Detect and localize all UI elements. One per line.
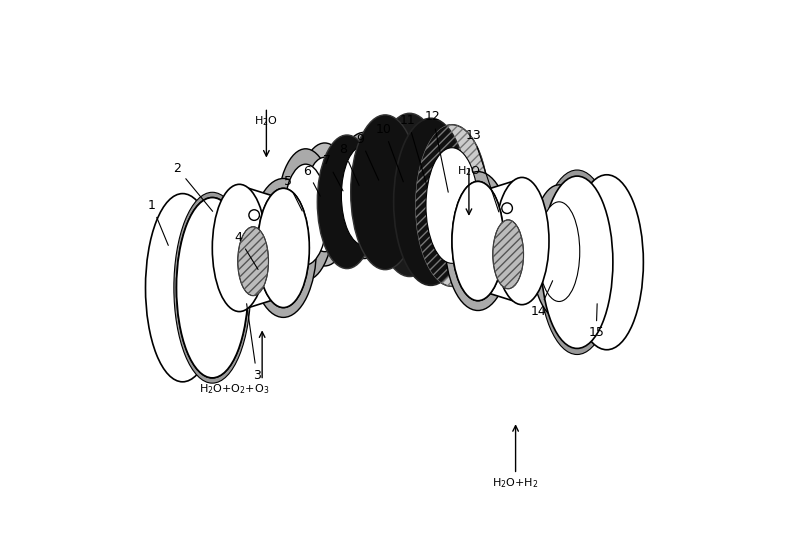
Text: 7: 7: [323, 154, 343, 191]
Text: 14: 14: [531, 281, 553, 318]
Text: 3: 3: [246, 304, 261, 382]
Ellipse shape: [445, 172, 511, 311]
Polygon shape: [478, 179, 522, 304]
Ellipse shape: [452, 181, 504, 301]
Text: 10: 10: [376, 123, 403, 182]
Ellipse shape: [250, 179, 317, 317]
Text: 1: 1: [148, 199, 168, 245]
Text: 4: 4: [234, 231, 258, 270]
Ellipse shape: [258, 188, 310, 308]
Ellipse shape: [335, 132, 393, 259]
Polygon shape: [577, 177, 606, 347]
Ellipse shape: [177, 198, 248, 378]
Text: 12: 12: [425, 110, 448, 192]
Text: H$_2$O: H$_2$O: [457, 164, 481, 178]
Text: 8: 8: [339, 143, 359, 185]
Ellipse shape: [570, 175, 643, 350]
Text: H$_2$O: H$_2$O: [254, 114, 278, 127]
Polygon shape: [182, 195, 212, 381]
Ellipse shape: [297, 143, 352, 266]
Ellipse shape: [342, 146, 386, 245]
Ellipse shape: [426, 148, 478, 263]
Text: 15: 15: [588, 304, 604, 340]
Ellipse shape: [350, 115, 420, 270]
Ellipse shape: [415, 125, 489, 286]
Ellipse shape: [318, 135, 377, 269]
Text: 2: 2: [174, 162, 213, 211]
Ellipse shape: [542, 176, 613, 349]
Text: 9: 9: [356, 133, 378, 180]
Ellipse shape: [452, 181, 504, 301]
Text: 11: 11: [400, 114, 426, 185]
Ellipse shape: [495, 177, 549, 305]
Ellipse shape: [502, 203, 513, 214]
Text: H$_2$O+O$_2$+O$_3$: H$_2$O+O$_2$+O$_3$: [199, 383, 270, 397]
Ellipse shape: [394, 118, 468, 285]
Ellipse shape: [146, 193, 220, 382]
Text: 6: 6: [303, 165, 320, 196]
Ellipse shape: [258, 188, 310, 308]
Ellipse shape: [284, 164, 327, 265]
Text: 5: 5: [283, 175, 302, 211]
Ellipse shape: [304, 157, 346, 252]
Ellipse shape: [249, 210, 259, 220]
Ellipse shape: [177, 198, 248, 378]
Ellipse shape: [212, 184, 266, 312]
Ellipse shape: [493, 220, 523, 289]
Ellipse shape: [531, 185, 587, 318]
Ellipse shape: [174, 192, 250, 383]
Text: 13: 13: [466, 128, 499, 212]
Ellipse shape: [538, 202, 580, 302]
Text: H$_2$O+H$_2$: H$_2$O+H$_2$: [492, 476, 538, 490]
Ellipse shape: [538, 170, 615, 354]
Ellipse shape: [238, 227, 269, 296]
Ellipse shape: [374, 114, 446, 277]
Polygon shape: [239, 185, 283, 311]
Ellipse shape: [277, 149, 334, 280]
